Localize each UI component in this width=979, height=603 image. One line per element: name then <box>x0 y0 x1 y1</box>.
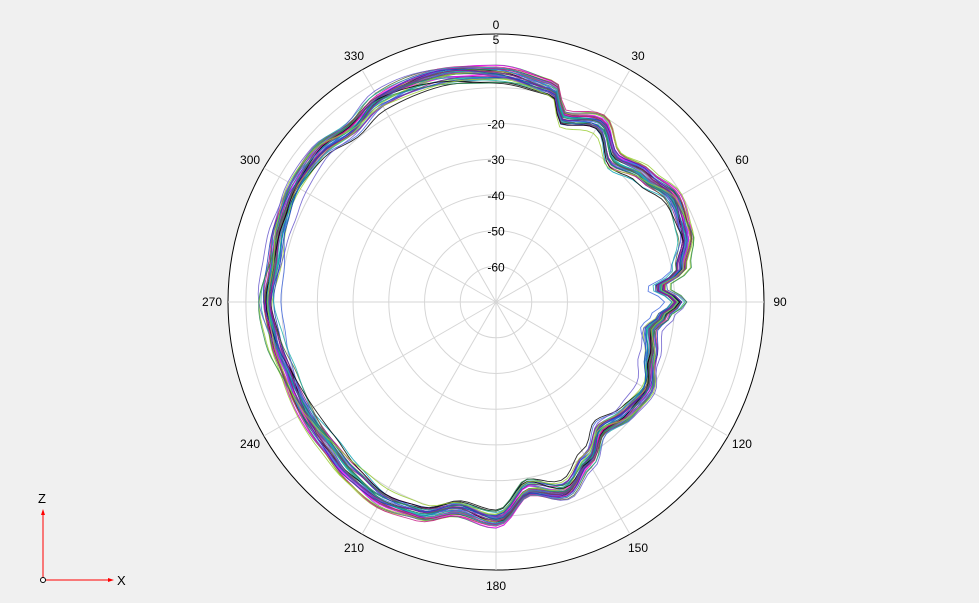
series-lines <box>257 64 695 529</box>
angular-grid-line <box>495 167 729 303</box>
series-line <box>262 69 686 520</box>
angle-tick-label: 60 <box>735 153 749 167</box>
x-axis-label: X <box>117 573 126 588</box>
angle-tick-label: 90 <box>773 295 787 309</box>
x-axis-arrowhead <box>108 578 114 582</box>
z-axis-label: Z <box>38 491 46 506</box>
angle-tick-label: 210 <box>344 541 364 555</box>
angle-tick-label: 0 <box>493 18 500 32</box>
radial-tick-label: -50 <box>487 225 505 239</box>
angle-tick-label: 30 <box>631 49 645 63</box>
angle-tick-label: 270 <box>202 295 222 309</box>
angle-tick-label: 150 <box>628 541 648 555</box>
series-line <box>268 69 685 522</box>
series-line <box>257 68 688 518</box>
series-line <box>267 66 687 526</box>
radial-tick-label: 5 <box>493 33 500 47</box>
angular-grid-line <box>495 301 631 535</box>
radial-tick-labels: 5 -20 -30 -40 -50 -60 <box>487 33 505 274</box>
series-line <box>258 81 695 515</box>
angular-grid-line <box>263 167 497 303</box>
radial-tick-label: -30 <box>487 153 505 167</box>
angular-grid-line <box>361 69 497 303</box>
angle-tick-label: 330 <box>344 49 364 63</box>
axis-indicator: Z X <box>38 491 126 588</box>
series-line <box>267 78 691 515</box>
angle-tick-labels: 0 30 60 90 120 150 180 210 240 270 300 330 <box>202 18 787 593</box>
series-line <box>267 67 688 525</box>
z-axis-arrowhead <box>41 509 45 515</box>
radial-tick-label: -60 <box>487 260 505 274</box>
angle-tick-label: 120 <box>732 437 752 451</box>
angular-grid-line <box>495 69 631 303</box>
radial-tick-label: -40 <box>487 189 505 203</box>
angular-grid-line <box>495 301 729 437</box>
angle-tick-label: 300 <box>240 153 260 167</box>
axis-origin-marker <box>40 577 46 583</box>
angle-tick-label: 240 <box>240 437 260 451</box>
radial-tick-label: -20 <box>487 117 505 131</box>
angle-tick-label: 180 <box>486 579 506 593</box>
